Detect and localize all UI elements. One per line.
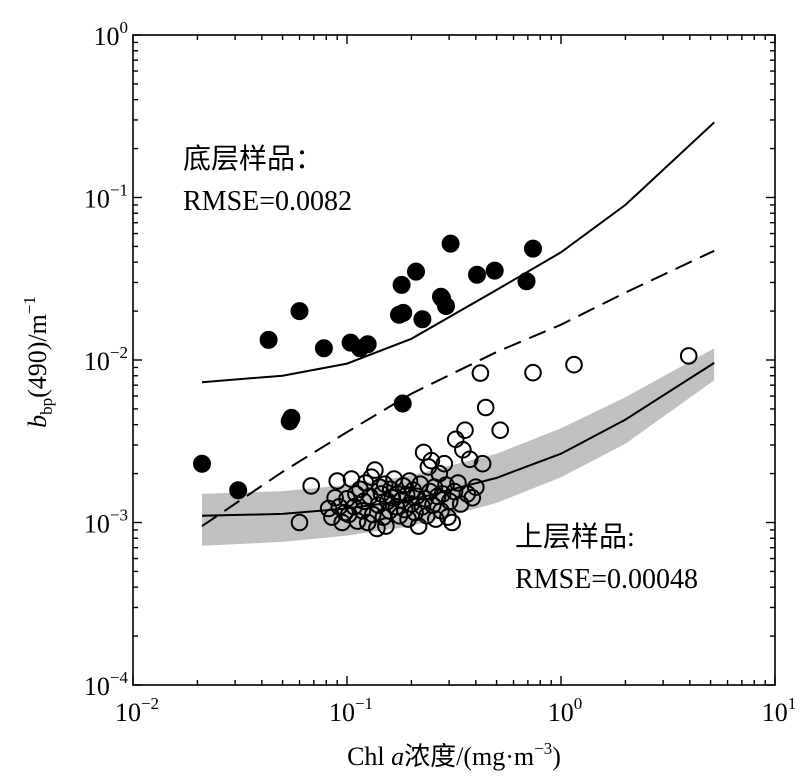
bottom-sample-point bbox=[524, 239, 542, 258]
surface-sample-point bbox=[473, 454, 492, 473]
bottom-sample-point bbox=[259, 330, 278, 349]
bottom-sample-point bbox=[392, 275, 411, 294]
bottom-sample-point bbox=[282, 408, 301, 427]
surface-sample-point bbox=[369, 496, 388, 514]
surface-sample-point bbox=[461, 450, 479, 469]
surface-layer-rmse: RMSE=0.00048 bbox=[515, 564, 698, 595]
bottom-sample-point bbox=[229, 481, 248, 500]
surface-sample-point bbox=[366, 461, 384, 479]
surface-sample-point bbox=[440, 492, 459, 511]
y-tick-label: 10−2 bbox=[84, 343, 128, 376]
bottom-sample-point bbox=[441, 234, 460, 253]
surface-sample-point bbox=[463, 489, 482, 507]
bottom-sample-point bbox=[394, 303, 413, 322]
surface-sample-point bbox=[400, 472, 419, 490]
bottom-layer-title: 底层样品： bbox=[183, 143, 323, 175]
surface-sample-point bbox=[491, 421, 510, 440]
bottom-sample-point bbox=[413, 310, 432, 329]
surface-sample-point bbox=[456, 421, 474, 440]
y-axis-label: bbp(490)/m−1 bbox=[20, 296, 56, 428]
surface-sample-point bbox=[467, 478, 485, 497]
data-points bbox=[193, 234, 698, 538]
bottom-sample-point bbox=[193, 454, 211, 473]
bottom-sample-point bbox=[393, 394, 412, 413]
bottom-sample-point bbox=[407, 262, 425, 281]
surface-layer-title: 上层样品: bbox=[515, 521, 635, 553]
surface-sample-point bbox=[565, 355, 583, 374]
surface-sample-point bbox=[471, 364, 490, 382]
x-tick-label: 10−2 bbox=[115, 694, 159, 727]
surface-fit-uncertainty-band bbox=[202, 348, 715, 546]
bottom-sample-point bbox=[485, 261, 504, 280]
bottom-sample-point bbox=[314, 339, 333, 358]
bottom-sample-point bbox=[433, 289, 451, 308]
y-tick-label: 10−3 bbox=[84, 506, 128, 539]
surface-sample-point bbox=[422, 451, 441, 470]
y-tick-label: 10−1 bbox=[84, 181, 128, 214]
surface-sample-point bbox=[524, 363, 542, 382]
y-tick-label: 10−4 bbox=[84, 668, 129, 701]
surface-sample-point bbox=[679, 347, 698, 365]
bottom-sample-point bbox=[517, 272, 536, 291]
bottom-sample-point bbox=[468, 265, 486, 284]
bottom-sample-point bbox=[290, 302, 309, 321]
surface-sample-point bbox=[290, 513, 309, 532]
fit-line-1 bbox=[201, 121, 715, 384]
surface-sample-point bbox=[353, 502, 372, 520]
fit-line-2 bbox=[201, 249, 715, 527]
surface-sample-point bbox=[443, 513, 462, 532]
surface-sample-point bbox=[435, 454, 454, 473]
surface-sample-point bbox=[328, 472, 347, 490]
bottom-sample-point bbox=[358, 335, 377, 354]
surface-sample-point bbox=[413, 498, 432, 516]
surface-sample-point bbox=[449, 474, 467, 492]
x-axis-label: Chl a浓度/(mg·m−3) bbox=[347, 739, 561, 771]
surface-sample-point bbox=[375, 475, 394, 494]
y-tick-label: 100 bbox=[94, 18, 129, 51]
x-tick-label: 10−1 bbox=[329, 694, 373, 727]
surface-sample-point bbox=[326, 489, 344, 507]
uncertainty-band bbox=[202, 348, 715, 546]
surface-sample-point bbox=[302, 477, 321, 495]
axis-ticks: 10−2 10−1 100 101 10−4 10−3 10−2 10−1 100 bbox=[84, 18, 796, 727]
surface-sample-point bbox=[476, 398, 495, 417]
x-tick-label: 100 bbox=[548, 694, 583, 727]
surface-sample-point bbox=[348, 512, 367, 530]
bottom-layer-rmse: RMSE=0.0082 bbox=[183, 186, 352, 217]
x-tick-label: 101 bbox=[762, 694, 797, 727]
